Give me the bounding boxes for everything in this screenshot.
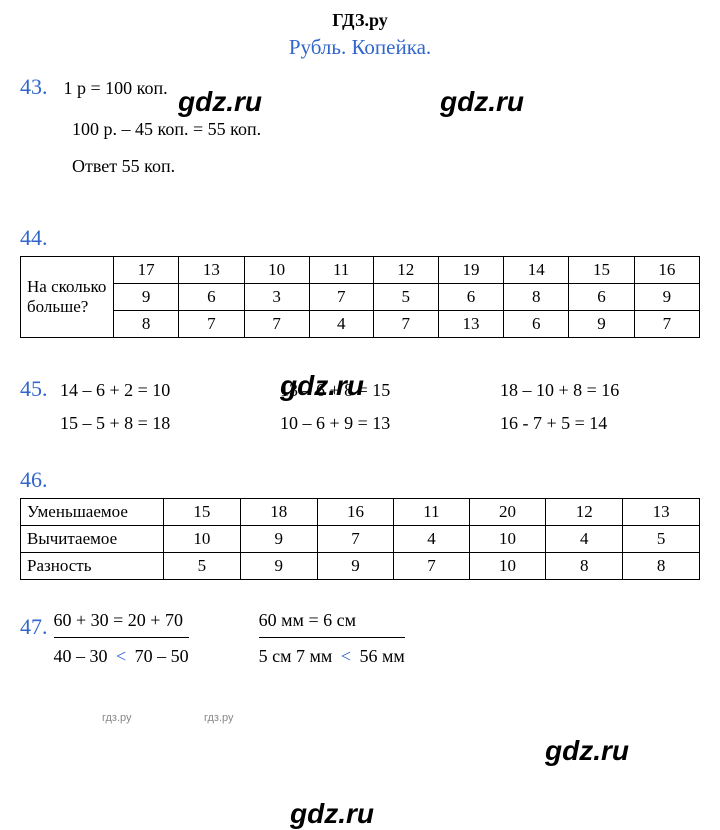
table-cell: 9 bbox=[114, 284, 179, 311]
table-cell: 9 bbox=[240, 553, 317, 580]
table-cell: 13 bbox=[438, 311, 503, 338]
table-cell: 15 bbox=[164, 499, 241, 526]
table-cell: 3 bbox=[244, 284, 309, 311]
table-row: Уменьшаемое 15 18 16 11 20 12 13 bbox=[21, 499, 700, 526]
table-cell: 17 bbox=[114, 257, 179, 284]
equation-grid: 14 – 6 + 2 = 10 13 – 6 + 8 = 15 18 – 10 … bbox=[60, 380, 700, 434]
problem-number: 47. bbox=[20, 616, 48, 638]
table-cell: 6 bbox=[569, 284, 634, 311]
table-cell: 10 bbox=[244, 257, 309, 284]
equation: 16 - 7 + 5 = 14 bbox=[500, 413, 700, 434]
table-cell: 20 bbox=[469, 499, 546, 526]
table-cell: 10 bbox=[164, 526, 241, 553]
table-label: Разность bbox=[21, 553, 164, 580]
table-cell: 11 bbox=[309, 257, 373, 284]
equation: 10 – 6 + 9 = 13 bbox=[280, 413, 480, 434]
problem-line: 100 р. – 45 коп. = 55 коп. bbox=[72, 119, 700, 140]
watermark: gdz.ru bbox=[545, 735, 629, 767]
rhs: 56 мм bbox=[359, 646, 404, 666]
table-cell: 14 bbox=[504, 257, 569, 284]
watermark-small: гдз.ру bbox=[102, 712, 132, 724]
problem-number: 45. bbox=[20, 378, 48, 400]
lhs: 5 см 7 мм bbox=[259, 646, 333, 666]
table-label: Уменьшаемое bbox=[21, 499, 164, 526]
table-cell: 9 bbox=[569, 311, 634, 338]
table-cell: 4 bbox=[309, 311, 373, 338]
page-title: Рубль. Копейка. bbox=[20, 35, 700, 60]
table-cell: 6 bbox=[438, 284, 503, 311]
table-label: Вычитаемое bbox=[21, 526, 164, 553]
rhs: 70 – 50 bbox=[135, 646, 189, 666]
problem-44: 44. На сколько больше? 17 13 10 11 12 19… bbox=[20, 227, 700, 338]
table-cell: 18 bbox=[240, 499, 317, 526]
table-row: На сколько больше? 17 13 10 11 12 19 14 … bbox=[21, 257, 700, 284]
table-cell: 6 bbox=[504, 311, 569, 338]
site-header: ГДЗ.ру bbox=[20, 10, 700, 31]
lhs: 40 – 30 bbox=[54, 646, 108, 666]
table-cell: 4 bbox=[546, 526, 623, 553]
table-cell: 12 bbox=[546, 499, 623, 526]
table-cell: 7 bbox=[373, 311, 438, 338]
table-cell: 5 bbox=[373, 284, 438, 311]
table-cell: 9 bbox=[634, 284, 699, 311]
equation: 60 + 30 = 20 + 70 bbox=[54, 610, 189, 638]
table-cell: 7 bbox=[634, 311, 699, 338]
watermark: gdz.ru bbox=[290, 798, 374, 830]
problem-46: 46. Уменьшаемое 15 18 16 11 20 12 13 Выч… bbox=[20, 469, 700, 580]
comparison-column: 60 мм = 6 см 5 см 7 мм < 56 мм bbox=[259, 610, 405, 667]
table-cell: 9 bbox=[317, 553, 394, 580]
compare-op: < bbox=[337, 646, 355, 666]
table-cell: 16 bbox=[634, 257, 699, 284]
problem-line: Ответ 55 коп. bbox=[72, 156, 700, 177]
table-cell: 8 bbox=[114, 311, 179, 338]
problem-number: 46. bbox=[20, 467, 48, 492]
problem-line: 1 р = 100 коп. bbox=[64, 78, 168, 99]
table-cell: 8 bbox=[546, 553, 623, 580]
table-cell: 7 bbox=[394, 553, 469, 580]
table-46: Уменьшаемое 15 18 16 11 20 12 13 Вычитае… bbox=[20, 498, 700, 580]
problem-number: 44. bbox=[20, 225, 48, 250]
compare-op: < bbox=[112, 646, 130, 666]
table-cell: 16 bbox=[317, 499, 394, 526]
table-cell: 10 bbox=[469, 553, 546, 580]
table-row: Разность 5 9 9 7 10 8 8 bbox=[21, 553, 700, 580]
table-cell: 19 bbox=[438, 257, 503, 284]
equation: 13 – 6 + 8 = 15 bbox=[280, 380, 480, 401]
table-cell: 6 bbox=[179, 284, 244, 311]
table-cell: 4 bbox=[394, 526, 469, 553]
table-cell: 5 bbox=[164, 553, 241, 580]
problem-45: 45. 14 – 6 + 2 = 10 13 – 6 + 8 = 15 18 –… bbox=[20, 378, 700, 434]
table-cell: 8 bbox=[504, 284, 569, 311]
table-cell: 10 bbox=[469, 526, 546, 553]
problem-43: 43. 1 р = 100 коп. 100 р. – 45 коп. = 55… bbox=[20, 74, 700, 177]
equation: 14 – 6 + 2 = 10 bbox=[60, 380, 260, 401]
equation: 15 – 5 + 8 = 18 bbox=[60, 413, 260, 434]
table-44: На сколько больше? 17 13 10 11 12 19 14 … bbox=[20, 256, 700, 338]
comparison-block: 60 + 30 = 20 + 70 40 – 30 < 70 – 50 60 м… bbox=[54, 610, 405, 667]
table-cell: 13 bbox=[179, 257, 244, 284]
comparison: 5 см 7 мм < 56 мм bbox=[259, 640, 405, 667]
table-row: 9 6 3 7 5 6 8 6 9 bbox=[21, 284, 700, 311]
table-cell: 15 bbox=[569, 257, 634, 284]
problem-number: 43. bbox=[20, 76, 48, 98]
table-cell: 7 bbox=[309, 284, 373, 311]
watermark-small: гдз.ру bbox=[204, 712, 234, 724]
table-cell: 11 bbox=[394, 499, 469, 526]
table-cell: 7 bbox=[179, 311, 244, 338]
comparison: 40 – 30 < 70 – 50 bbox=[54, 640, 189, 667]
equation: 60 мм = 6 см bbox=[259, 610, 405, 638]
table-cell: 5 bbox=[623, 526, 700, 553]
table-cell: 9 bbox=[240, 526, 317, 553]
table-label: На сколько больше? bbox=[21, 257, 114, 338]
table-cell: 7 bbox=[244, 311, 309, 338]
table-cell: 8 bbox=[623, 553, 700, 580]
problem-47: 47. 60 + 30 = 20 + 70 40 – 30 < 70 – 50 … bbox=[20, 610, 700, 667]
table-row: Вычитаемое 10 9 7 4 10 4 5 bbox=[21, 526, 700, 553]
equation: 18 – 10 + 8 = 16 bbox=[500, 380, 700, 401]
table-cell: 12 bbox=[373, 257, 438, 284]
table-cell: 13 bbox=[623, 499, 700, 526]
table-cell: 7 bbox=[317, 526, 394, 553]
comparison-column: 60 + 30 = 20 + 70 40 – 30 < 70 – 50 bbox=[54, 610, 189, 667]
table-row: 8 7 7 4 7 13 6 9 7 bbox=[21, 311, 700, 338]
